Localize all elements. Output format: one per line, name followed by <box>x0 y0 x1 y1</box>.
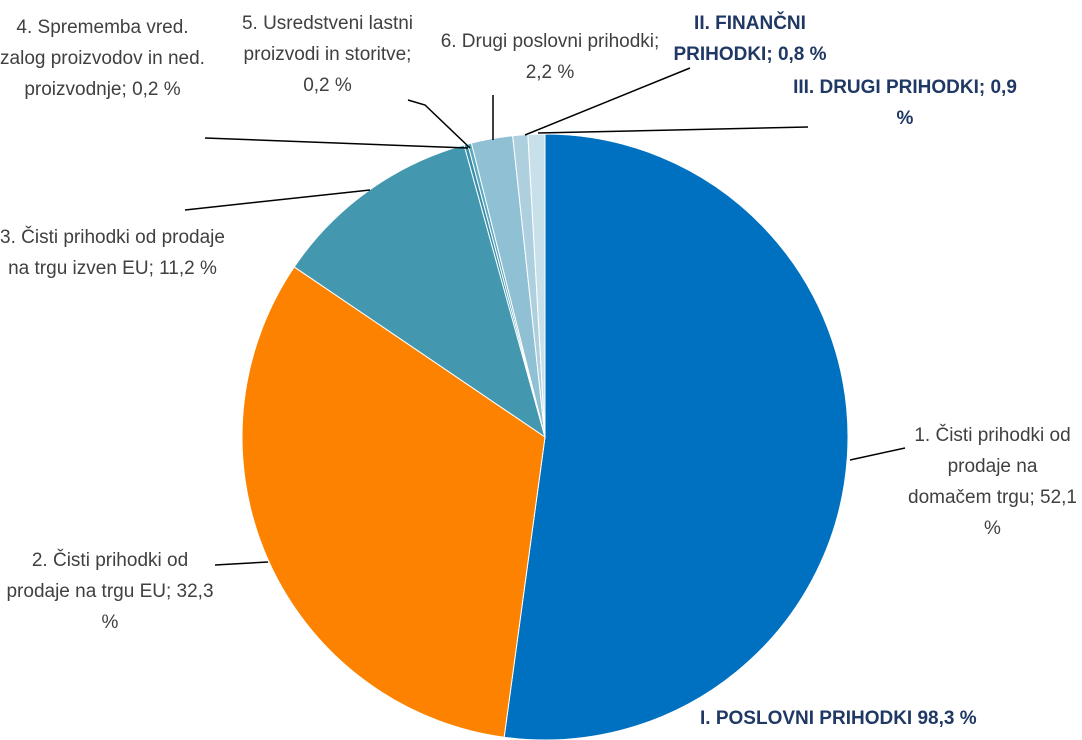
value-label: 52,1 % <box>984 487 1077 539</box>
category-name: 4. Sprememba vred. zalog proizvodov in n… <box>0 17 205 100</box>
leader-line <box>849 447 906 461</box>
leader-line <box>204 137 469 149</box>
category-name: 5. Usredstveni lastni proizvodi in stori… <box>241 13 414 65</box>
value-label: 0,2 % <box>132 79 181 100</box>
category-name: II. FINANČNI PRIHODKI; <box>673 13 806 65</box>
leader-line <box>524 67 691 136</box>
value-label: 0,8 % <box>777 44 827 65</box>
value-label: 32,3 % <box>101 581 214 633</box>
value-label: 11,2 % <box>159 258 217 279</box>
category-name: 3. Čisti prihodki od prodaje na trgu izv… <box>0 227 225 279</box>
category-name: 2. Čisti prihodki od prodaje na trgu EU; <box>6 550 189 602</box>
value-label: 0,2 % <box>303 75 352 96</box>
slice-label: 4. Sprememba vred. zalog proizvodov in n… <box>0 12 205 105</box>
slice-label: 3. Čisti prihodki od prodaje na trgu izv… <box>0 222 225 284</box>
pie-slice <box>503 133 849 740</box>
pie-slice <box>241 266 546 738</box>
slice-label: 1. Čisti prihodki od prodaje na domačem … <box>905 420 1080 544</box>
value-label: 2,2 % <box>525 62 575 83</box>
leader-line <box>537 126 809 134</box>
slice-label: 2. Čisti prihodki od prodaje na trgu EU;… <box>0 545 220 638</box>
leader-line <box>214 561 269 566</box>
slice-label: III. DRUGI PRIHODKI; 0,9 % <box>790 72 1020 134</box>
slice-label: 6. Drugi poslovni prihodki; 2,2 % <box>440 26 660 88</box>
category-name: 1. Čisti prihodki od prodaje na domačem … <box>908 425 1071 508</box>
value-label: 0,9 % <box>896 77 1017 129</box>
category-name: 6. Drugi poslovni prihodki; <box>440 31 660 52</box>
leader-line <box>407 99 471 149</box>
slice-label: 5. Usredstveni lastni proizvodi in stori… <box>235 8 420 101</box>
slice-label: II. FINANČNI PRIHODKI; 0,8 % <box>660 8 840 70</box>
annotation: I. POSLOVNI PRIHODKI 98,3 % <box>700 708 977 729</box>
category-name: III. DRUGI PRIHODKI; <box>793 77 986 98</box>
leader-line <box>184 189 371 211</box>
